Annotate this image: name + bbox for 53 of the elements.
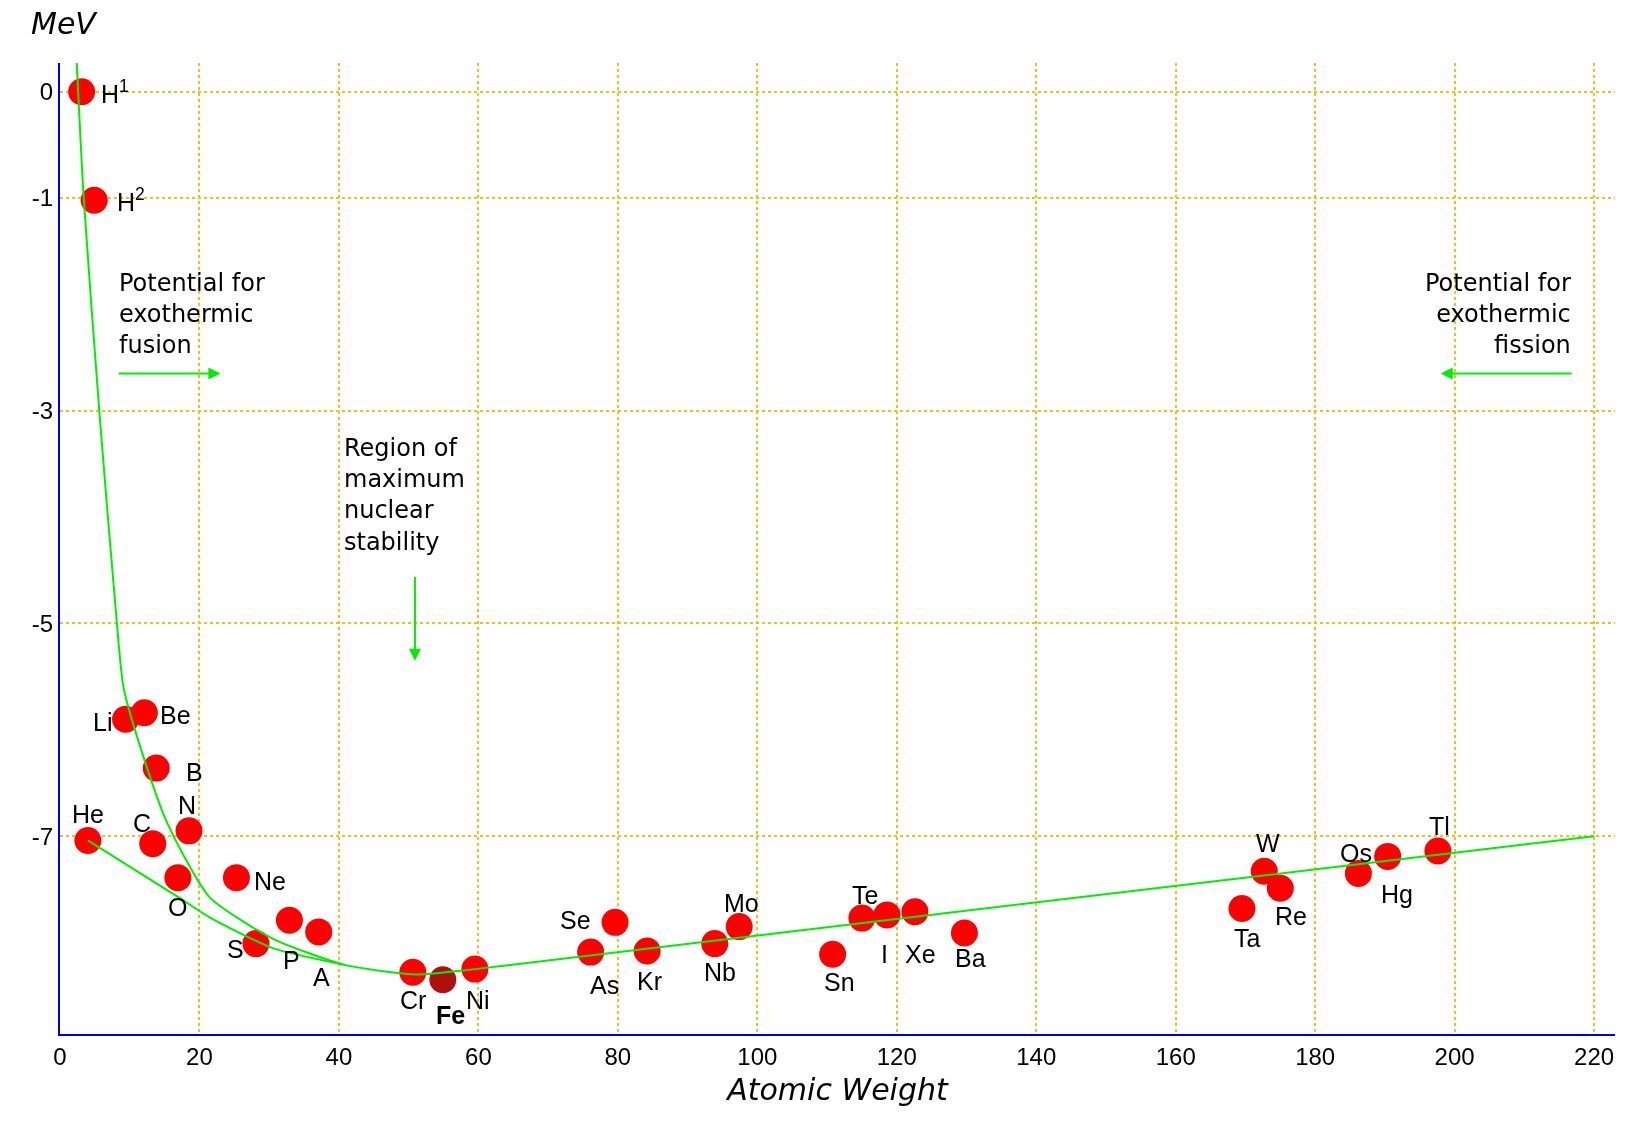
x-tick-label: 20 — [186, 1042, 213, 1070]
annotation: Fe — [436, 1001, 466, 1029]
annotation: Se — [560, 906, 591, 934]
y-tick-label: -3 — [31, 397, 54, 425]
y-tick-label: 0 — [39, 78, 54, 106]
annotation: Te — [852, 881, 879, 909]
annotation: As — [590, 971, 620, 999]
annotation: Sn — [824, 968, 855, 996]
x-tick-label: 160 — [1155, 1042, 1196, 1070]
x-tick-label: 80 — [604, 1042, 632, 1070]
annotation: Hg — [1381, 880, 1413, 908]
annotation: He — [72, 800, 104, 828]
annotation: Kr — [637, 967, 662, 995]
annotation: Region of maximum nuclear stability — [344, 434, 465, 556]
y-tick-label: -7 — [31, 822, 54, 850]
x-axis-title: Atomic Weight — [725, 1071, 949, 1107]
annotation: Ni — [466, 986, 490, 1014]
annotation: W — [1256, 829, 1280, 857]
x-tick-label: 100 — [737, 1042, 778, 1070]
annotation: S — [227, 935, 244, 963]
x-tick-label: 120 — [876, 1042, 917, 1070]
annotation: Potential for exothermic fusion — [119, 269, 265, 360]
annotation: Re — [1275, 902, 1307, 930]
annotation: O — [168, 893, 188, 921]
annotation: Potential for exothermic fission — [1425, 269, 1571, 360]
annotation: H$^{2}$ — [117, 184, 145, 216]
x-tick-label: 140 — [1016, 1042, 1057, 1070]
annotation: P — [283, 946, 300, 974]
annotation: Ne — [254, 867, 286, 895]
y-tick-label: -5 — [31, 609, 54, 637]
annotation: Xe — [905, 940, 936, 968]
annotation: Cr — [400, 986, 427, 1014]
annotation: Mo — [724, 889, 759, 917]
x-tick-label: 40 — [325, 1042, 353, 1070]
annotation: Be — [160, 701, 191, 729]
x-tick-label: 200 — [1434, 1042, 1475, 1070]
annotation: Ba — [955, 944, 986, 972]
annotation: C — [133, 809, 152, 837]
y-axis-title: MeV — [31, 6, 99, 41]
y-tick-label: -1 — [31, 184, 54, 212]
annotation: Tl — [1429, 812, 1450, 840]
annotation: Os — [1340, 839, 1372, 867]
annotation: H$^{1}$ — [101, 76, 129, 108]
annotation: Ta — [1234, 924, 1261, 952]
annotation: I — [881, 940, 888, 968]
annotation: B — [186, 758, 203, 786]
x-tick-label: 60 — [465, 1042, 492, 1070]
x-tick-label: 220 — [1574, 1042, 1615, 1070]
annotation: Nb — [704, 958, 736, 986]
annotation: A — [313, 963, 330, 991]
annotation: Li — [93, 708, 113, 736]
x-tick-label: 180 — [1295, 1042, 1336, 1070]
annotation: N — [178, 791, 197, 819]
